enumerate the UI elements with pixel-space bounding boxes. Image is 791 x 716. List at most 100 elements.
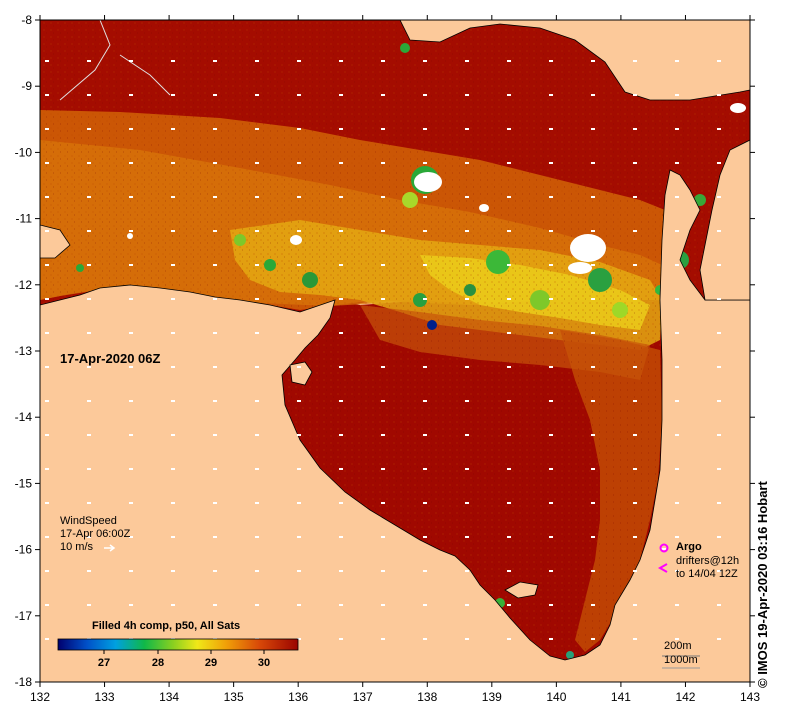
wind-scale-arrow bbox=[104, 544, 116, 552]
wind-arrow bbox=[45, 502, 49, 504]
wind-arrow bbox=[213, 502, 217, 504]
lon-tick-label: 140 bbox=[546, 690, 566, 704]
wind-arrow bbox=[255, 570, 259, 572]
wind-arrow bbox=[297, 60, 301, 62]
wind-arrow bbox=[339, 60, 343, 62]
wind-arrow bbox=[423, 94, 427, 96]
wind-arrow bbox=[549, 468, 553, 470]
wind-arrow bbox=[297, 638, 301, 640]
wind-arrow bbox=[465, 570, 469, 572]
wind-arrow bbox=[171, 298, 175, 300]
wind-arrow bbox=[339, 536, 343, 538]
wind-arrow bbox=[591, 94, 595, 96]
wind-arrow bbox=[549, 230, 553, 232]
wind-arrow bbox=[129, 230, 133, 232]
wind-arrow bbox=[591, 536, 595, 538]
wind-arrow bbox=[45, 162, 49, 164]
wind-arrow bbox=[549, 332, 553, 334]
wind-arrow bbox=[507, 264, 511, 266]
lon-tick-label: 133 bbox=[95, 690, 115, 704]
wind-arrow bbox=[717, 332, 721, 334]
wind-arrow bbox=[423, 298, 427, 300]
wind-arrow bbox=[675, 400, 679, 402]
wind-arrow bbox=[129, 298, 133, 300]
wind-arrow bbox=[633, 162, 637, 164]
lat-tick-label: -9 bbox=[21, 79, 32, 93]
wind-arrow bbox=[255, 434, 259, 436]
drifters-to-label: to 14/04 12Z bbox=[676, 568, 738, 580]
wind-arrow bbox=[45, 468, 49, 470]
wind-arrow bbox=[381, 60, 385, 62]
wind-arrow bbox=[423, 332, 427, 334]
wind-arrow bbox=[591, 128, 595, 130]
wind-arrow bbox=[87, 366, 91, 368]
wind-arrow bbox=[297, 128, 301, 130]
lon-tick-label: 135 bbox=[224, 690, 244, 704]
wind-arrow bbox=[339, 502, 343, 504]
wind-arrow bbox=[255, 400, 259, 402]
wind-arrow bbox=[633, 196, 637, 198]
wind-arrow bbox=[633, 502, 637, 504]
wind-arrow bbox=[45, 60, 49, 62]
wind-arrow bbox=[297, 400, 301, 402]
wind-arrow bbox=[45, 536, 49, 538]
argo-label: Argo bbox=[676, 541, 702, 553]
wind-arrow bbox=[507, 298, 511, 300]
wind-arrow bbox=[297, 366, 301, 368]
wind-arrow bbox=[507, 230, 511, 232]
wind-arrow bbox=[87, 94, 91, 96]
wind-arrow bbox=[549, 162, 553, 164]
wind-arrow bbox=[423, 366, 427, 368]
wind-arrow bbox=[549, 570, 553, 572]
wind-arrow bbox=[423, 128, 427, 130]
lat-tick-label: -18 bbox=[15, 675, 33, 689]
wind-scale-label: 10 m/s bbox=[60, 541, 94, 553]
wind-arrow bbox=[129, 94, 133, 96]
wind-arrow bbox=[423, 536, 427, 538]
wind-arrow bbox=[591, 638, 595, 640]
wind-arrow bbox=[507, 400, 511, 402]
wind-arrow bbox=[381, 536, 385, 538]
wind-arrow bbox=[171, 468, 175, 470]
wind-arrow bbox=[633, 638, 637, 640]
wind-title: WindSpeed bbox=[60, 515, 117, 527]
wind-arrow bbox=[129, 60, 133, 62]
wind-arrow bbox=[87, 264, 91, 266]
wind-arrow bbox=[87, 468, 91, 470]
wind-arrow bbox=[381, 400, 385, 402]
land-island-mornington bbox=[504, 581, 539, 599]
wind-arrow bbox=[339, 400, 343, 402]
wind-arrow bbox=[465, 264, 469, 266]
wind-arrow bbox=[171, 400, 175, 402]
wind-arrow bbox=[381, 196, 385, 198]
wind-arrow bbox=[465, 468, 469, 470]
wind-arrow bbox=[507, 366, 511, 368]
wind-arrow bbox=[297, 298, 301, 300]
wind-arrow bbox=[45, 570, 49, 572]
wind-arrow bbox=[255, 332, 259, 334]
wind-arrow bbox=[171, 128, 175, 130]
wind-arrow bbox=[87, 502, 91, 504]
wind-arrow bbox=[465, 94, 469, 96]
wind-arrows bbox=[45, 60, 721, 640]
wind-arrow bbox=[675, 230, 679, 232]
wind-arrow bbox=[297, 502, 301, 504]
wind-arrow bbox=[717, 400, 721, 402]
wind-arrow bbox=[213, 468, 217, 470]
wind-arrow bbox=[717, 604, 721, 606]
wind-arrow bbox=[255, 502, 259, 504]
wind-arrow bbox=[591, 400, 595, 402]
wind-arrow bbox=[675, 570, 679, 572]
wind-arrow bbox=[129, 536, 133, 538]
wind-arrow bbox=[339, 434, 343, 436]
wind-arrow bbox=[465, 638, 469, 640]
wind-arrow bbox=[717, 128, 721, 130]
wind-arrow bbox=[381, 502, 385, 504]
wind-arrow bbox=[171, 94, 175, 96]
wind-arrow bbox=[381, 94, 385, 96]
wind-arrow bbox=[87, 570, 91, 572]
wind-arrow bbox=[633, 264, 637, 266]
wind-arrow bbox=[381, 264, 385, 266]
wind-arrow bbox=[255, 128, 259, 130]
wind-arrow bbox=[213, 162, 217, 164]
